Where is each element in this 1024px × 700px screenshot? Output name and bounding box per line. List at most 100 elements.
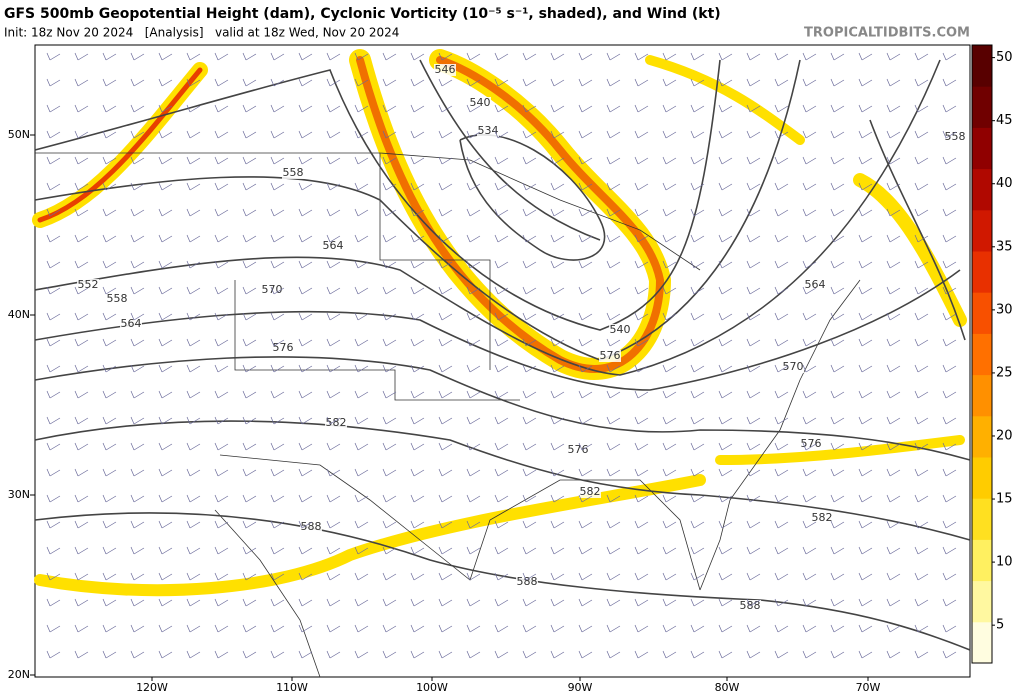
- lon-label: 80W: [715, 681, 740, 694]
- wind-barb: [186, 78, 201, 87]
- contour-label-bg: [120, 318, 142, 330]
- wind-barb: [242, 156, 257, 165]
- wind-barb: [886, 104, 901, 113]
- wind-barb: [550, 416, 565, 425]
- wind-barb: [46, 572, 61, 581]
- wind-barb: [606, 234, 621, 243]
- wind-barb: [914, 494, 929, 503]
- wind-barb: [214, 286, 229, 295]
- wind-barb: [326, 442, 341, 451]
- vorticity-shading: [32, 49, 967, 597]
- wind-barb: [74, 650, 89, 659]
- wind-barb: [634, 364, 649, 373]
- colorbar-swatch: [972, 209, 992, 252]
- wind-barb: [634, 338, 649, 347]
- wind-barb: [830, 156, 845, 165]
- wind-barb: [466, 52, 481, 61]
- wind-barb: [578, 156, 593, 165]
- wind-barb: [858, 416, 873, 425]
- wind-barb: [886, 260, 901, 269]
- wind-barb: [886, 208, 901, 217]
- wind-barb: [746, 416, 761, 425]
- wind-barb: [858, 468, 873, 477]
- wind-barb: [354, 208, 369, 217]
- wind-barb: [494, 572, 509, 581]
- wind-barb: [410, 442, 425, 451]
- wind-barb: [690, 52, 705, 61]
- wind-barb: [802, 182, 817, 191]
- contour-label-bg: [599, 350, 621, 362]
- wind-barb: [802, 312, 817, 321]
- wind-barb: [438, 494, 453, 503]
- wind-barb: [410, 104, 425, 113]
- wind-barb: [130, 624, 145, 633]
- wind-barb: [802, 442, 817, 451]
- wind-barb: [942, 312, 957, 321]
- contour-label: 582: [580, 485, 601, 498]
- wind-barb: [830, 312, 845, 321]
- wind-barb: [270, 572, 285, 581]
- wind-barb: [942, 546, 957, 555]
- contour-label: 582: [326, 416, 347, 429]
- wind-barb: [774, 416, 789, 425]
- wind-barb: [886, 156, 901, 165]
- contour-label-bg: [800, 438, 822, 450]
- wind-barb: [130, 130, 145, 139]
- wind-barb: [270, 208, 285, 217]
- subtitle: Init: 18z Nov 20 2024 [Analysis] valid a…: [4, 26, 399, 40]
- wind-barb: [662, 624, 677, 633]
- wind-barb: [130, 598, 145, 607]
- title: GFS 500mb Geopotential Height (dam), Cyc…: [4, 6, 721, 22]
- colorbar-swatch: [972, 168, 992, 211]
- wind-barb: [214, 208, 229, 217]
- wind-barb: [690, 234, 705, 243]
- wind-barb: [914, 234, 929, 243]
- wind-barb: [242, 260, 257, 269]
- wind-barb: [522, 182, 537, 191]
- wind-barb: [606, 286, 621, 295]
- wind-barb: [830, 78, 845, 87]
- wind-barb: [550, 130, 565, 139]
- wind-barb: [634, 442, 649, 451]
- wind-barb: [46, 182, 61, 191]
- wind-barb: [690, 312, 705, 321]
- wind-barb: [74, 312, 89, 321]
- wind-barb: [102, 598, 117, 607]
- wind-barb: [550, 624, 565, 633]
- wind-barb: [550, 390, 565, 399]
- wind-barb: [130, 104, 145, 113]
- wind-barb: [326, 286, 341, 295]
- contour-label-bg: [322, 240, 344, 252]
- wind-barb: [606, 78, 621, 87]
- wind-barb: [102, 572, 117, 581]
- contour-label: 576: [801, 437, 822, 450]
- wind-barb: [774, 260, 789, 269]
- wind-barb: [158, 572, 173, 581]
- wind-barb: [858, 390, 873, 399]
- wind-barb: [802, 104, 817, 113]
- contour-label-bg: [516, 576, 538, 588]
- wind-barb: [158, 182, 173, 191]
- contour-label-bg: [477, 125, 499, 137]
- wind-barb: [466, 546, 481, 555]
- wind-barb: [550, 104, 565, 113]
- wind-barb: [858, 78, 873, 87]
- wind-barb: [746, 182, 761, 191]
- wind-barb: [662, 286, 677, 295]
- wind-barb: [410, 234, 425, 243]
- wind-barb: [74, 182, 89, 191]
- colorbar-tick-label: 40: [996, 176, 1013, 191]
- wind-barb: [354, 312, 369, 321]
- colorbar-tick-label: 5: [996, 618, 1004, 633]
- wind-barb: [102, 312, 117, 321]
- wind-barb: [270, 130, 285, 139]
- wind-barb: [130, 494, 145, 503]
- wind-barb: [606, 390, 621, 399]
- wind-barb: [718, 572, 733, 581]
- wind-barb: [130, 182, 145, 191]
- wind-barb: [718, 338, 733, 347]
- wind-barb: [186, 416, 201, 425]
- wind-barb: [886, 78, 901, 87]
- wind-barb: [382, 572, 397, 581]
- wind-barb: [746, 468, 761, 477]
